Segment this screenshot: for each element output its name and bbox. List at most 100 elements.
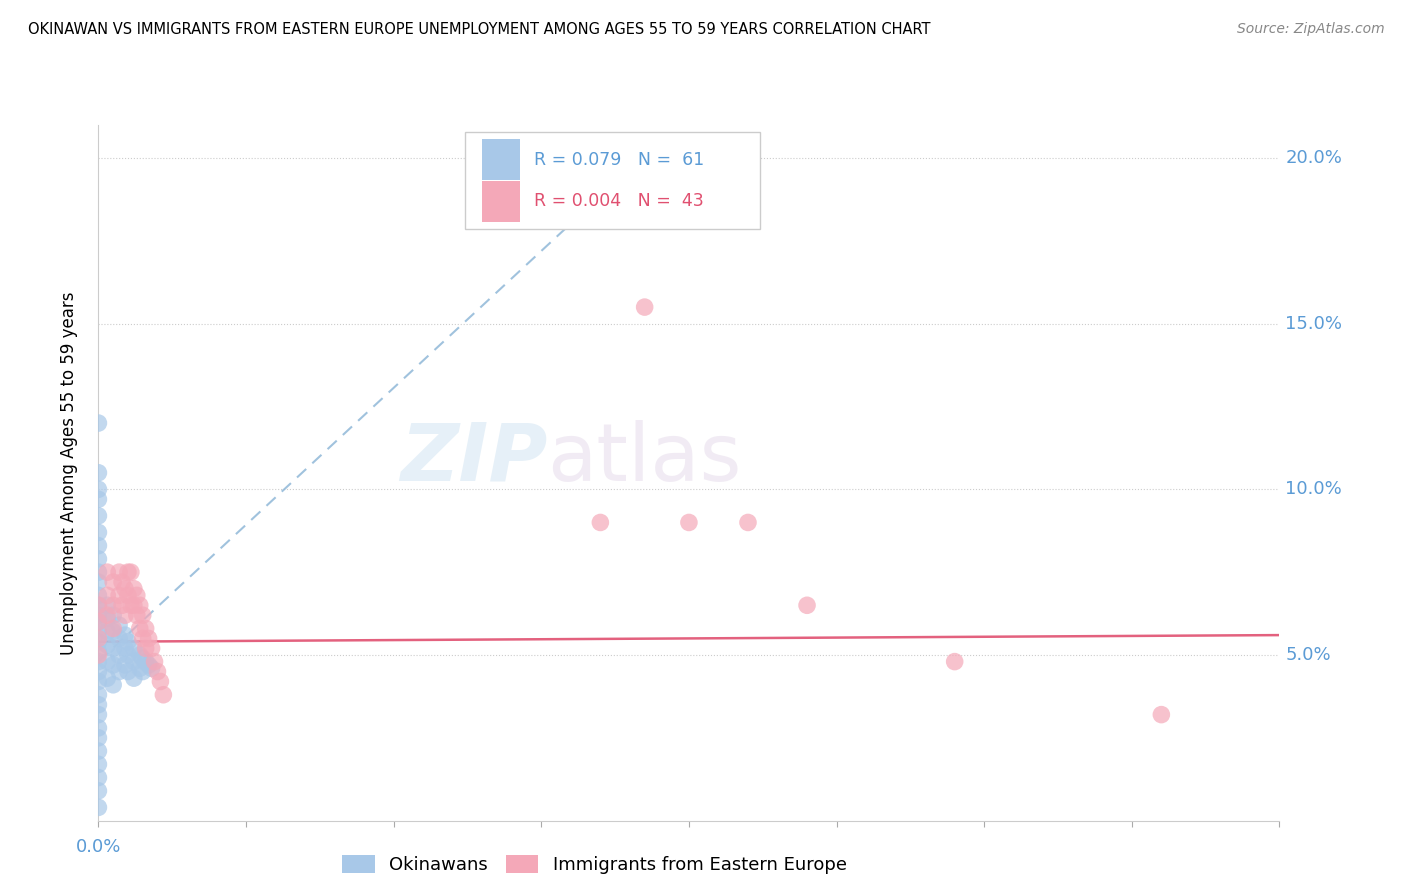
- Point: [125, 588, 148, 602]
- Point: [87, 483, 110, 497]
- Text: atlas: atlas: [547, 420, 741, 498]
- Point: [96, 638, 118, 652]
- Point: [122, 641, 145, 656]
- Point: [96, 655, 118, 669]
- Point: [87, 552, 110, 566]
- Point: [132, 608, 155, 623]
- Point: [108, 648, 131, 662]
- Point: [132, 651, 155, 665]
- Point: [87, 698, 110, 712]
- Point: [87, 416, 110, 430]
- Point: [120, 565, 142, 579]
- Point: [138, 657, 160, 672]
- Text: R = 0.004   N =  43: R = 0.004 N = 43: [534, 193, 704, 211]
- Point: [122, 655, 145, 669]
- FancyBboxPatch shape: [464, 132, 759, 229]
- Point: [114, 628, 136, 642]
- Point: [128, 599, 150, 613]
- Point: [87, 634, 110, 648]
- Point: [117, 634, 139, 648]
- Point: [87, 588, 110, 602]
- Point: [103, 575, 125, 590]
- Point: [114, 582, 136, 596]
- Point: [122, 582, 145, 596]
- Point: [132, 665, 155, 679]
- Point: [633, 300, 655, 314]
- Text: ZIP: ZIP: [399, 420, 547, 498]
- Point: [108, 565, 131, 579]
- Point: [87, 525, 110, 540]
- Point: [108, 632, 131, 646]
- Point: [128, 661, 150, 675]
- Point: [87, 624, 110, 639]
- Point: [87, 599, 110, 613]
- Point: [87, 665, 110, 679]
- Point: [128, 648, 150, 662]
- Text: 0.0%: 0.0%: [76, 838, 121, 856]
- Point: [87, 674, 110, 689]
- Point: [87, 492, 110, 507]
- Text: Source: ZipAtlas.com: Source: ZipAtlas.com: [1237, 22, 1385, 37]
- Point: [132, 632, 155, 646]
- Y-axis label: Unemployment Among Ages 55 to 59 years: Unemployment Among Ages 55 to 59 years: [59, 291, 77, 655]
- Text: 15.0%: 15.0%: [1285, 315, 1343, 333]
- Point: [96, 624, 118, 639]
- Point: [125, 608, 148, 623]
- Point: [122, 671, 145, 685]
- Point: [87, 575, 110, 590]
- Point: [103, 599, 125, 613]
- Text: R = 0.079   N =  61: R = 0.079 N = 61: [534, 151, 704, 169]
- Point: [135, 655, 157, 669]
- Point: [114, 657, 136, 672]
- Point: [96, 671, 118, 685]
- Point: [96, 599, 118, 613]
- Point: [146, 665, 169, 679]
- Text: 20.0%: 20.0%: [1285, 149, 1343, 167]
- Point: [96, 565, 118, 579]
- Point: [87, 608, 110, 623]
- Point: [87, 539, 110, 553]
- Bar: [482, 139, 520, 180]
- Point: [943, 655, 966, 669]
- Point: [108, 618, 131, 632]
- Text: 10.0%: 10.0%: [1285, 480, 1343, 499]
- Point: [96, 608, 118, 623]
- Point: [737, 516, 759, 530]
- Point: [128, 622, 150, 636]
- Text: OKINAWAN VS IMMIGRANTS FROM EASTERN EUROPE UNEMPLOYMENT AMONG AGES 55 TO 59 YEAR: OKINAWAN VS IMMIGRANTS FROM EASTERN EURO…: [28, 22, 931, 37]
- Point: [141, 661, 163, 675]
- Point: [138, 632, 160, 646]
- Point: [87, 757, 110, 772]
- Point: [117, 648, 139, 662]
- Point: [87, 655, 110, 669]
- Point: [87, 688, 110, 702]
- Point: [117, 588, 139, 602]
- Point: [87, 800, 110, 814]
- Point: [141, 641, 163, 656]
- Point: [87, 707, 110, 722]
- Point: [103, 608, 125, 623]
- Point: [108, 665, 131, 679]
- Point: [135, 622, 157, 636]
- Point: [135, 641, 157, 656]
- Point: [114, 641, 136, 656]
- Point: [103, 624, 125, 639]
- Point: [122, 599, 145, 613]
- Point: [589, 516, 612, 530]
- Text: 5.0%: 5.0%: [1285, 646, 1331, 664]
- Point: [796, 599, 818, 613]
- Point: [87, 771, 110, 785]
- Point: [678, 516, 700, 530]
- Point: [117, 665, 139, 679]
- Point: [103, 678, 125, 692]
- Point: [114, 608, 136, 623]
- Point: [108, 588, 131, 602]
- Point: [87, 565, 110, 579]
- Point: [87, 615, 110, 629]
- Point: [152, 688, 174, 702]
- Point: [103, 641, 125, 656]
- Point: [87, 744, 110, 758]
- Point: [149, 674, 172, 689]
- Point: [111, 575, 134, 590]
- Point: [87, 648, 110, 662]
